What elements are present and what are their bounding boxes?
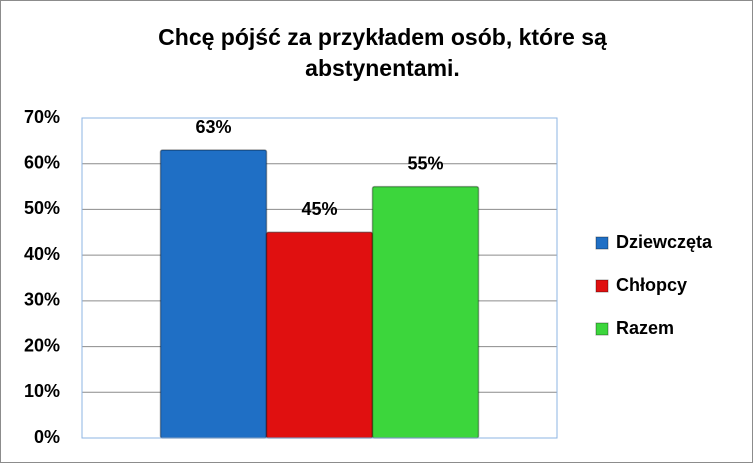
legend-swatch (595, 236, 609, 250)
y-tick-label: 50% (24, 198, 60, 218)
y-tick-label: 40% (24, 244, 60, 264)
y-tick-label: 70% (24, 107, 60, 127)
value-label: 55% (407, 153, 443, 173)
y-tick-label: 30% (24, 290, 60, 310)
legend-swatch (595, 322, 609, 336)
plot-border (81, 117, 558, 439)
y-tick-label: 0% (34, 427, 60, 447)
bar (159, 149, 268, 439)
value-label: 63% (195, 117, 231, 137)
y-tick-label: 20% (24, 335, 60, 355)
bar (265, 231, 374, 439)
value-label: 45% (301, 199, 337, 219)
y-tick-label: 10% (24, 381, 60, 401)
chart-title: Chcę pójść za przykładem osób, które są … (158, 24, 607, 81)
bar (371, 185, 480, 439)
legend-swatch (595, 279, 609, 293)
legend-label: Razem (616, 318, 674, 338)
legend-label: Chłopcy (616, 275, 687, 295)
legend-label: Dziewczęta (616, 232, 713, 252)
y-tick-label: 60% (24, 152, 60, 172)
